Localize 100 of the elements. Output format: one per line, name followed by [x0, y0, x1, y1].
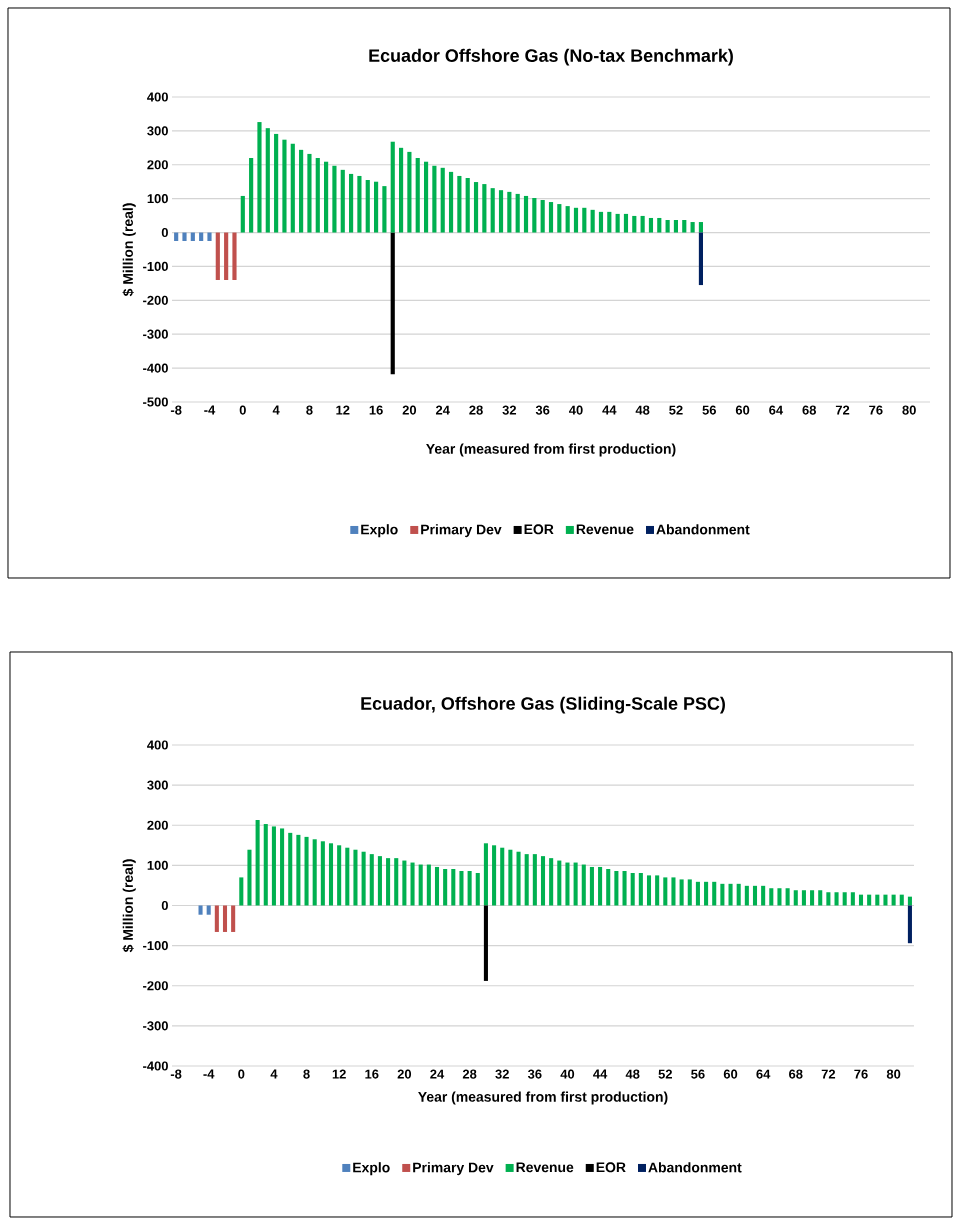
x-tick-label: -8 — [170, 1069, 182, 1079]
bar — [581, 864, 586, 906]
bar — [190, 232, 195, 242]
bar — [353, 849, 358, 906]
x-tick-label: -4 — [203, 1069, 215, 1079]
x-tick-label: 0 — [239, 405, 246, 415]
bar — [224, 232, 229, 280]
chart-title: Ecuador, Offshore Gas (Sliding-Scale PSC) — [361, 696, 725, 714]
bar — [240, 195, 245, 233]
bar — [382, 186, 387, 233]
legend-label: Primary Dev — [421, 524, 502, 538]
bar — [516, 851, 521, 906]
bar — [490, 188, 495, 233]
bar — [467, 870, 472, 906]
bar — [498, 190, 504, 233]
bar — [296, 834, 301, 906]
bar — [249, 157, 254, 233]
legend-label: Explo — [361, 524, 398, 538]
x-tick-label: -4 — [204, 405, 216, 415]
x-tick-label: 80 — [886, 1069, 901, 1079]
y-tick-label: 100 — [147, 860, 168, 870]
bar — [598, 866, 603, 906]
x-tick-label: 76 — [854, 1069, 868, 1079]
bar — [532, 854, 537, 906]
bar — [899, 894, 904, 906]
x-tick-label: 44 — [602, 405, 617, 415]
chart-title: Ecuador Offshore Gas (No-tax Benchmark) — [369, 48, 733, 66]
legend-label: Primary Dev — [413, 1162, 494, 1176]
bar — [345, 847, 350, 906]
bar — [698, 232, 704, 286]
bar — [369, 854, 374, 906]
bar — [207, 232, 212, 242]
x-tick-label: 48 — [625, 1069, 640, 1079]
x-tick-label: 8 — [306, 405, 313, 415]
bar — [361, 851, 366, 906]
legend-label: EOR — [596, 1162, 626, 1173]
x-tick-label: 32 — [495, 1069, 509, 1079]
bar — [557, 860, 562, 906]
y-tick-label: 200 — [147, 820, 168, 830]
bar — [761, 885, 766, 906]
bar — [907, 905, 912, 944]
x-tick-label: 48 — [635, 405, 650, 415]
y-tick-label: -400 — [143, 1061, 168, 1071]
bar — [752, 885, 758, 906]
bar — [883, 894, 888, 906]
x-tick-label: 32 — [502, 405, 517, 415]
bar — [415, 157, 420, 233]
x-tick-label: 20 — [402, 405, 417, 415]
bar — [573, 207, 579, 233]
bar — [557, 204, 562, 233]
bar — [682, 220, 687, 233]
bar — [465, 177, 470, 233]
bar — [540, 856, 546, 906]
x-tick-label: 12 — [336, 405, 350, 415]
bar — [320, 841, 325, 906]
bar — [304, 836, 309, 906]
bar — [622, 870, 627, 906]
x-tick-label: 76 — [869, 405, 883, 415]
bar — [842, 892, 847, 906]
bar — [357, 175, 362, 233]
bar — [671, 877, 676, 906]
bar — [607, 211, 612, 233]
x-tick-label: 56 — [691, 1069, 705, 1079]
bar — [515, 193, 520, 233]
bar — [377, 856, 382, 906]
bar — [337, 845, 342, 906]
bar — [432, 165, 437, 233]
bar — [500, 847, 505, 906]
legend-label: Abandonment — [656, 524, 750, 535]
bar — [410, 862, 415, 906]
x-tick-label: 16 — [365, 1069, 379, 1079]
x-tick-label: -8 — [170, 405, 182, 415]
bar — [324, 161, 329, 233]
y-tick-label: -300 — [143, 1021, 168, 1031]
bar — [214, 905, 219, 932]
bar — [271, 826, 276, 906]
x-tick-label: 52 — [669, 405, 683, 415]
x-tick-label: 44 — [593, 1069, 608, 1079]
y-tick-label: 100 — [147, 194, 168, 204]
x-tick-label: 0 — [238, 1069, 245, 1079]
x-axis-title: Year (measured from first production) — [426, 443, 676, 457]
x-tick-label: 40 — [568, 405, 583, 415]
bar — [239, 877, 244, 906]
bar — [174, 232, 179, 242]
bar — [648, 217, 654, 233]
bar — [801, 890, 806, 906]
bar — [198, 905, 203, 915]
bar — [793, 890, 798, 906]
bar — [423, 161, 429, 233]
bar — [663, 877, 668, 906]
bar — [282, 139, 287, 233]
bar — [810, 890, 815, 906]
bar — [247, 849, 252, 906]
bar — [590, 209, 595, 233]
bar — [257, 122, 262, 233]
bar — [826, 892, 831, 906]
bar — [565, 206, 570, 233]
bar — [394, 858, 399, 906]
bar — [598, 211, 604, 233]
bar — [630, 872, 635, 906]
